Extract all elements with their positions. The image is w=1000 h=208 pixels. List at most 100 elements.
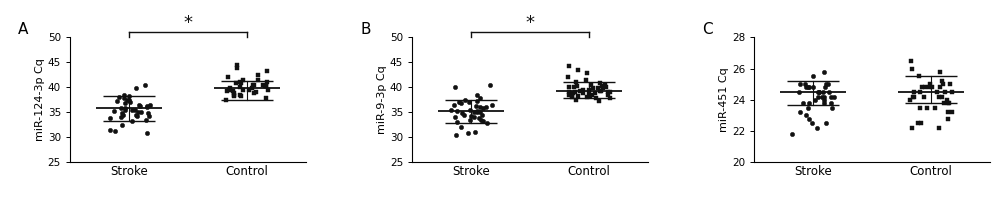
- Point: [932, 86, 948, 89]
- Point: [792, 111, 808, 114]
- Point: [233, 95, 249, 98]
- Point: [934, 95, 950, 98]
- Point: [109, 100, 125, 103]
- Point: [255, 83, 271, 87]
- Point: [221, 88, 237, 92]
- Point: [463, 115, 479, 118]
- Point: [129, 115, 145, 118]
- Point: [600, 91, 616, 94]
- Point: [111, 96, 127, 99]
- Point: [904, 126, 920, 130]
- Point: [921, 86, 937, 89]
- Point: [931, 126, 947, 130]
- Point: [218, 98, 234, 102]
- Point: [117, 102, 133, 105]
- Point: [116, 97, 132, 100]
- Point: [232, 93, 248, 97]
- Point: [128, 113, 144, 116]
- Point: [466, 116, 482, 119]
- Point: [940, 111, 956, 114]
- Point: [461, 101, 477, 104]
- Point: [911, 75, 927, 78]
- Point: [248, 91, 264, 94]
- Point: [472, 106, 488, 109]
- Point: [482, 83, 498, 87]
- Point: [932, 70, 948, 73]
- Point: [801, 86, 817, 89]
- Point: [130, 111, 146, 114]
- Point: [446, 103, 462, 106]
- Point: [258, 85, 274, 88]
- Point: [823, 95, 839, 98]
- Point: [124, 120, 140, 123]
- Point: [592, 82, 608, 85]
- Point: [131, 103, 147, 106]
- Point: [597, 83, 613, 87]
- Point: [462, 108, 478, 111]
- Point: [919, 106, 935, 109]
- Point: [222, 87, 238, 90]
- Point: [453, 126, 469, 129]
- Point: [117, 108, 133, 111]
- Text: *: *: [183, 14, 192, 32]
- Point: [568, 81, 584, 84]
- Point: [113, 107, 129, 110]
- Point: [814, 95, 830, 98]
- Point: [579, 96, 595, 99]
- Point: [245, 83, 261, 87]
- Point: [451, 101, 467, 104]
- Point: [815, 90, 831, 94]
- Point: [102, 128, 118, 131]
- Point: [809, 126, 825, 130]
- Point: [588, 97, 604, 100]
- Point: [127, 108, 143, 111]
- Point: [564, 96, 580, 99]
- Point: [228, 82, 244, 85]
- Point: [940, 101, 956, 105]
- Point: [570, 68, 586, 72]
- Point: [826, 95, 842, 98]
- Point: [906, 95, 922, 98]
- Point: [934, 79, 950, 83]
- Point: [259, 70, 275, 73]
- Point: [122, 101, 138, 104]
- Point: [250, 78, 266, 82]
- Point: [568, 98, 584, 102]
- Point: [244, 87, 260, 90]
- Point: [805, 75, 821, 78]
- Point: [229, 67, 245, 70]
- Point: [582, 95, 598, 98]
- Point: [570, 95, 586, 98]
- Point: [795, 101, 811, 105]
- Point: [944, 111, 960, 114]
- Y-axis label: miR-9-3p Cq: miR-9-3p Cq: [377, 66, 387, 134]
- Point: [931, 95, 947, 98]
- Point: [905, 95, 921, 98]
- Point: [823, 101, 839, 105]
- Point: [472, 111, 488, 114]
- Point: [124, 108, 140, 111]
- Point: [454, 112, 470, 115]
- Point: [924, 86, 940, 89]
- Point: [226, 92, 242, 95]
- Point: [587, 92, 603, 95]
- Point: [114, 123, 130, 126]
- Point: [797, 83, 813, 86]
- Point: [561, 91, 577, 94]
- Point: [260, 88, 276, 92]
- Point: [138, 118, 154, 121]
- Point: [443, 108, 459, 111]
- Point: [139, 106, 155, 109]
- Point: [801, 117, 817, 120]
- Point: [906, 90, 922, 94]
- Point: [469, 111, 485, 114]
- Point: [816, 70, 832, 73]
- Point: [564, 95, 580, 98]
- Point: [800, 106, 816, 109]
- Point: [229, 63, 245, 67]
- Point: [468, 105, 484, 108]
- Point: [478, 106, 494, 109]
- Point: [595, 87, 611, 90]
- Point: [469, 110, 485, 113]
- Point: [128, 87, 144, 90]
